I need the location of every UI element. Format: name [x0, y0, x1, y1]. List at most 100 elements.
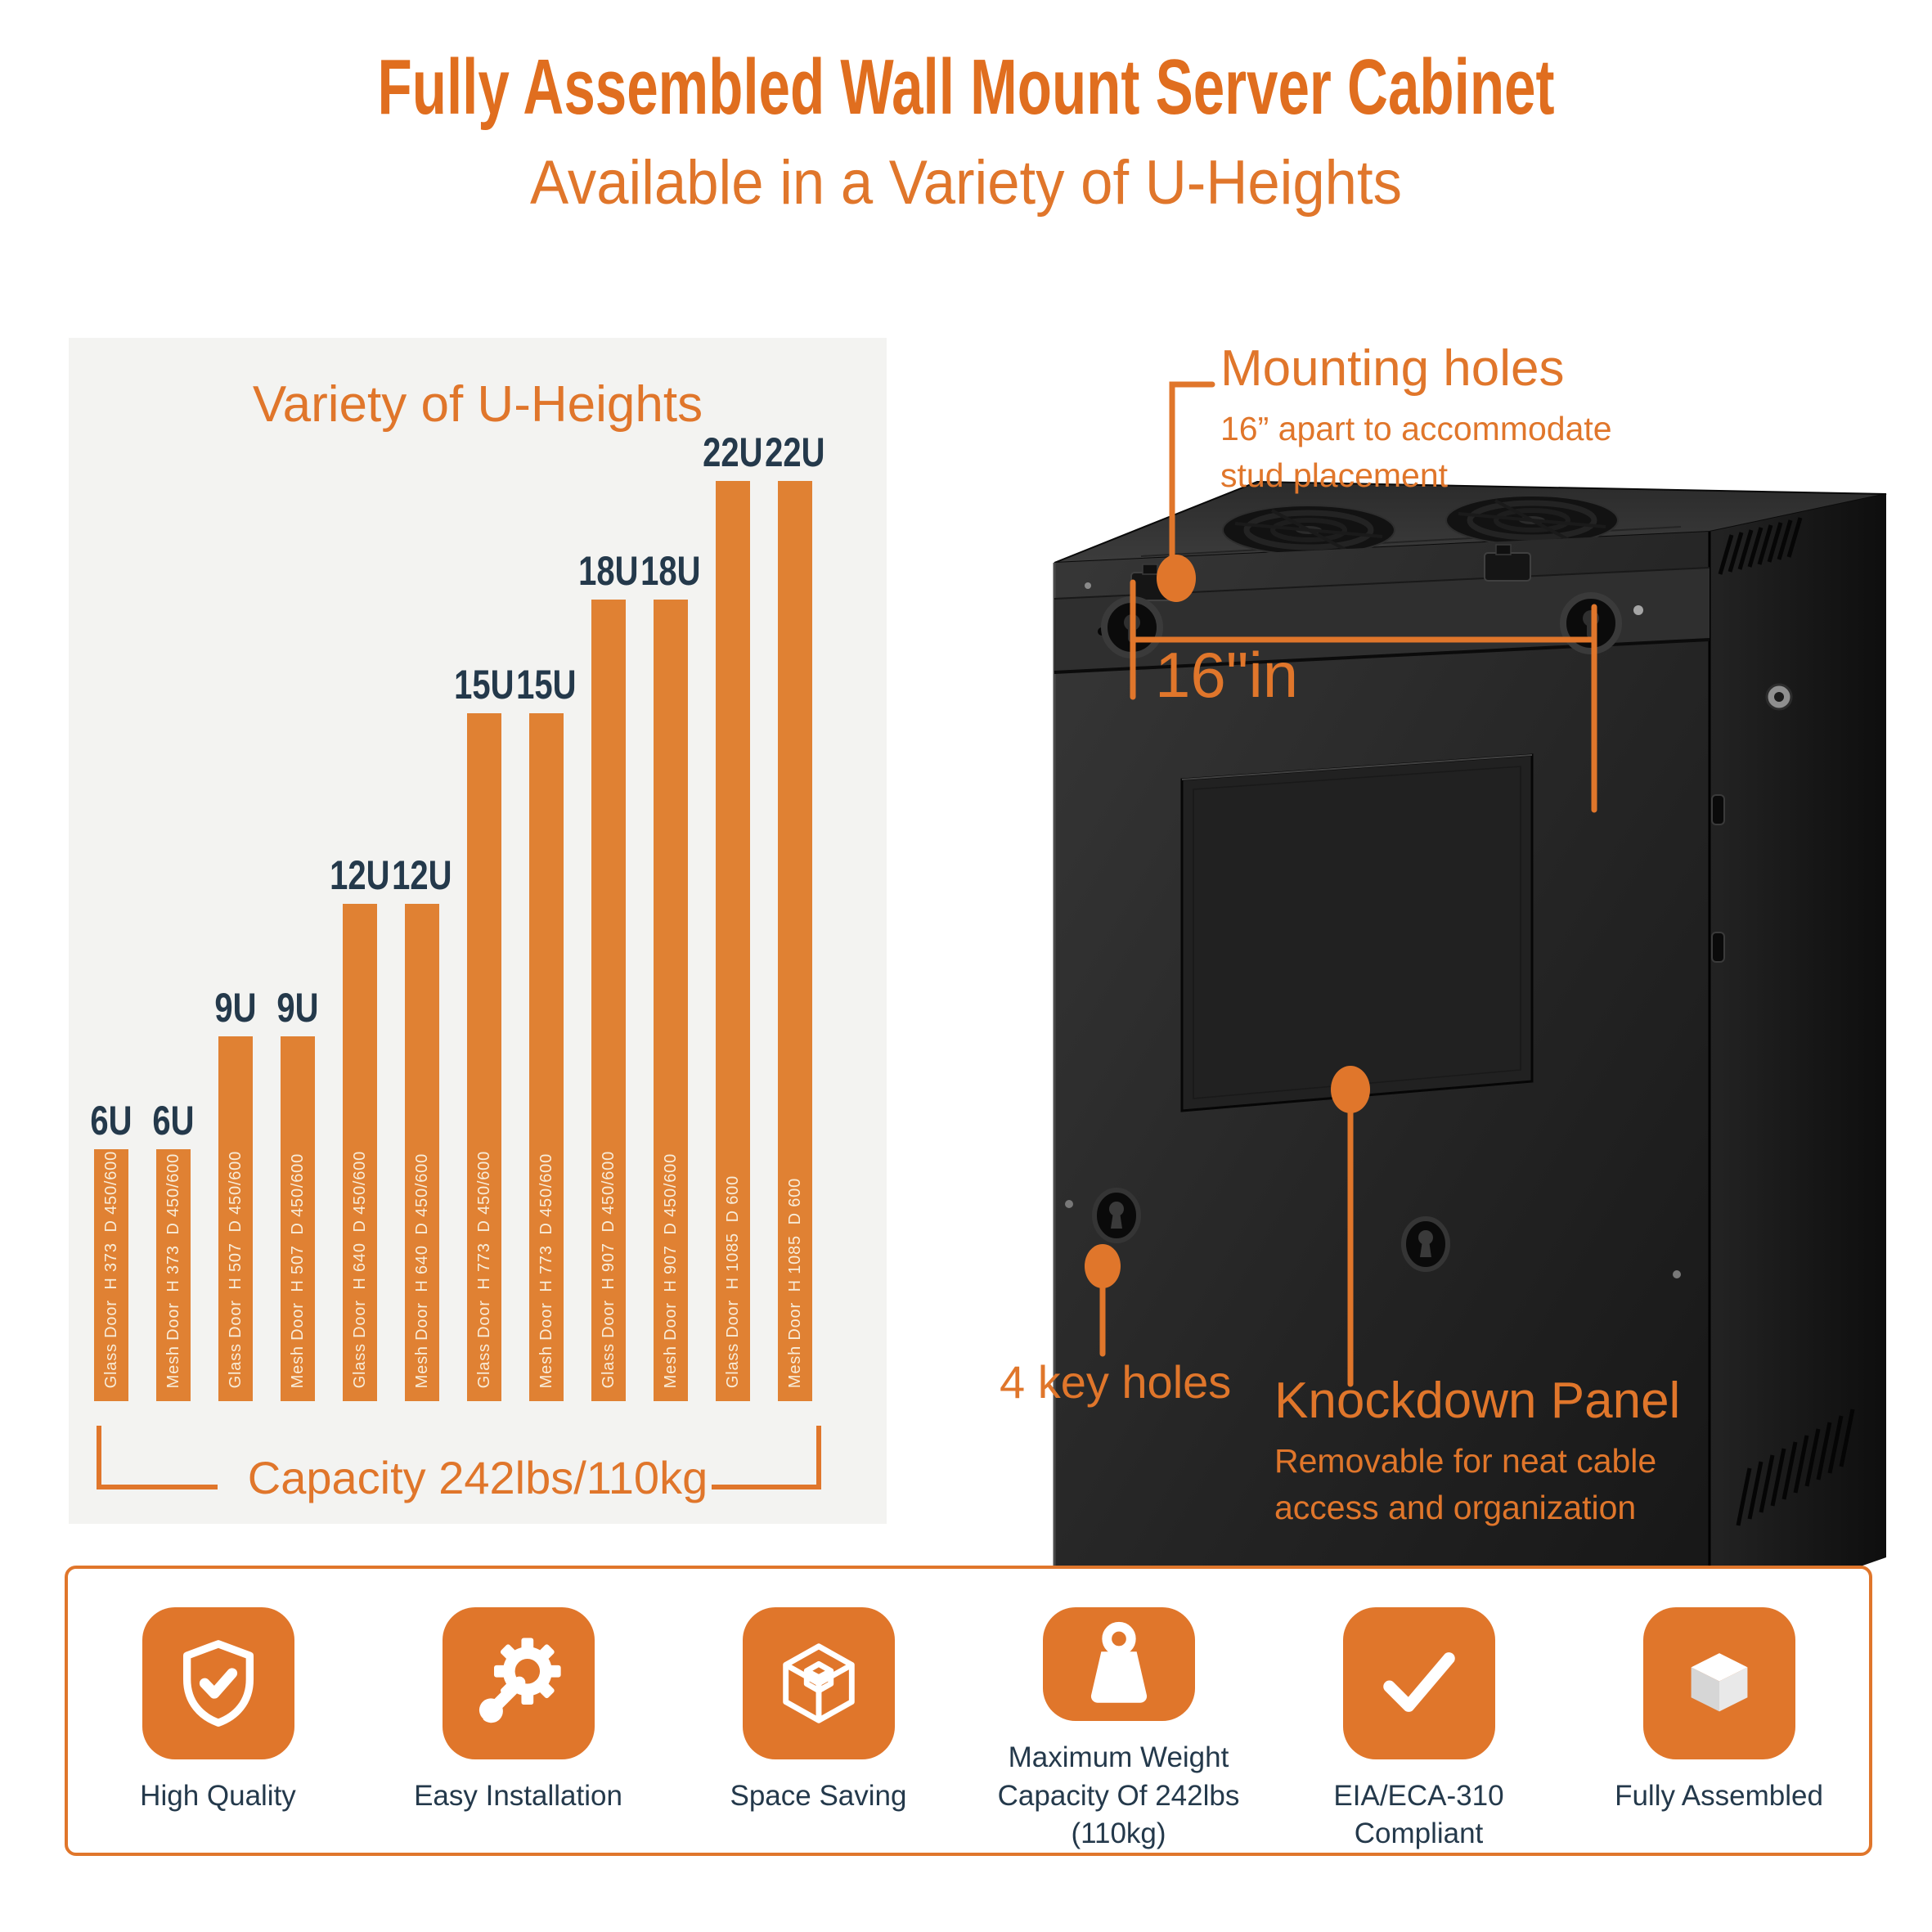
bar-item: 18U Glass Door H 907 D 450/600 [578, 550, 639, 1401]
bar-spec-label: Glass Door H 640 D 450/600 [351, 1150, 369, 1388]
knockdown-panel-title: Knockdown Panel [1274, 1373, 1681, 1429]
bar-item: 12U Glass Door H 640 D 450/600 [330, 855, 390, 1401]
chart-title: Variety of U-Heights [252, 376, 703, 433]
checkmark-icon [1342, 1607, 1495, 1759]
cube-wireframe-icon [742, 1607, 895, 1759]
keyholes-dot [1085, 1244, 1121, 1288]
side-latch-lower [1711, 932, 1725, 963]
side-lock [1765, 683, 1793, 711]
bar-uheight-label: 12U [392, 852, 452, 898]
annotation-lines [1085, 381, 1597, 1387]
bar-uheight-label: 15U [454, 662, 514, 708]
bar-spec-label: Mesh Door H 1085 D 600 [786, 1177, 804, 1388]
page-title: Fully Assembled Wall Mount Server Cabine… [377, 43, 1555, 131]
bar: Glass Door H 907 D 450/600 [591, 600, 626, 1401]
bar-chart: 6U Glass Door H 373 D 450/600 6U Mesh Door … [90, 432, 825, 1401]
bar-uheight-label: 9U [276, 985, 319, 1031]
cabinet-side-face [1710, 494, 1886, 1620]
bar: Glass Door H 507 D 450/600 [218, 1036, 253, 1401]
screw-dot [1065, 1200, 1073, 1208]
bar: Mesh Door H 1085 D 600 [778, 481, 812, 1401]
feature-label: Easy Installation [414, 1780, 622, 1812]
bar: Glass Door H 1085 D 600 [716, 481, 750, 1401]
mounting-holes-title: Mounting holes [1220, 340, 1565, 397]
screw-dot [1673, 1270, 1681, 1278]
weight-icon [1042, 1607, 1195, 1722]
knockdown-dot [1331, 1066, 1370, 1113]
bar-item: 18U Mesh Door H 907 D 450/600 [640, 550, 701, 1401]
uheights-chart-panel: Variety of U-Heights 6U Glass Door H 373 … [69, 338, 887, 1524]
fan-grille-right [1445, 495, 1619, 546]
feature-item: High Quality [68, 1569, 368, 1853]
capacity-label: Capacity 242lbs/110kg [247, 1452, 708, 1503]
side-latch-upper [1711, 794, 1725, 825]
knockdown-desc-line1: Removable for neat cable [1274, 1442, 1657, 1480]
bar-uheight-label: 15U [516, 662, 577, 708]
mounting-holes-annotation: Mounting holes 16” apart to accommodate … [1220, 344, 1612, 498]
feature-label: Space Saving [730, 1780, 907, 1812]
mounting-connector-line [1169, 381, 1215, 567]
bar: Mesh Door H 373 D 450/600 [156, 1149, 191, 1401]
feature-item: Space Saving [668, 1569, 968, 1853]
bar-spec-label: Glass Door H 373 D 450/600 [102, 1150, 120, 1388]
page-subtitle: Available in a Variety of U-Heights [530, 148, 1402, 218]
bar: Glass Door H 640 D 450/600 [343, 904, 377, 1401]
bar-uheight-label: 18U [578, 548, 639, 594]
feature-item: Easy Installation [368, 1569, 668, 1853]
bar-spec-label: Glass Door H 507 D 450/600 [227, 1150, 245, 1388]
server-cabinet-illustration [1053, 480, 1887, 1690]
bar: Mesh Door H 640 D 450/600 [405, 904, 439, 1401]
bar-item: 22U Mesh Door H 1085 D 600 [765, 432, 825, 1401]
bar-spec-label: Glass Door H 907 D 450/600 [600, 1150, 618, 1388]
bar-item: 12U Mesh Door H 640 D 450/600 [392, 855, 452, 1401]
bar-uheight-label: 22U [765, 429, 825, 475]
bar-spec-label: Mesh Door H 373 D 450/600 [164, 1152, 182, 1388]
bar-spec-label: Mesh Door H 907 D 450/600 [662, 1152, 680, 1388]
assembled-box-icon [1642, 1607, 1795, 1759]
bar-uheight-label: 22U [703, 429, 763, 475]
shield-check-icon [142, 1607, 294, 1759]
dimension-label: 16"in [1155, 639, 1299, 711]
bar-item: 15U Glass Door H 773 D 450/600 [454, 664, 514, 1401]
bar-uheight-label: 6U [152, 1098, 195, 1143]
knockdown-panel [1180, 753, 1534, 1112]
bar-uheight-label: 6U [90, 1098, 133, 1143]
feature-item: Fully Assembled [1569, 1569, 1869, 1853]
mount-keyhole-bottom-right [1401, 1216, 1450, 1272]
side-vents-bottom [1736, 1409, 1855, 1526]
knockdown-panel-annotation: Knockdown Panel Removable for neat cable… [1274, 1376, 1680, 1530]
mount-keyhole-bottom-left [1092, 1188, 1141, 1243]
bar-item: 9U Mesh Door H 507 D 450/600 [276, 987, 319, 1401]
bar-uheight-label: 18U [640, 548, 701, 594]
feature-label: Maximum Weight Capacity Of 242lbs (110kg… [997, 1741, 1240, 1849]
bar-spec-label: Glass Door H 1085 D 600 [724, 1175, 742, 1388]
mounting-holes-desc-line1: 16” apart to accommodate [1220, 410, 1612, 447]
bar: Glass Door H 373 D 450/600 [94, 1149, 128, 1401]
bar-spec-label: Mesh Door H 773 D 450/600 [537, 1152, 555, 1388]
capacity-bracket-right [712, 1426, 821, 1489]
bar-item: 6U Mesh Door H 373 D 450/600 [152, 1100, 195, 1401]
bar-spec-label: Mesh Door H 507 D 450/600 [289, 1152, 307, 1388]
mounting-holes-desc-line2: stud placement [1220, 456, 1449, 494]
bar-item: 6U Glass Door H 373 D 450/600 [90, 1100, 133, 1401]
feature-item: EIA/ECA-310 Compliant [1269, 1569, 1569, 1853]
feature-item: Maximum Weight Capacity Of 242lbs (110kg… [968, 1569, 1269, 1853]
bar-uheight-label: 12U [330, 852, 390, 898]
bar-item: 9U Glass Door H 507 D 450/600 [214, 987, 257, 1401]
feature-label: EIA/ECA-310 Compliant [1333, 1779, 1504, 1849]
wrench-gear-icon [442, 1607, 595, 1759]
features-strip: High Quality Easy Installation Space Savin… [65, 1566, 1872, 1856]
features-row: High Quality Easy Installation Space Savin… [68, 1569, 1869, 1853]
capacity-bracket-left [97, 1426, 218, 1489]
feature-label: High Quality [140, 1780, 296, 1812]
bar-item: 15U Mesh Door H 773 D 450/600 [516, 664, 577, 1401]
screw-dot [1633, 605, 1643, 615]
bar: Mesh Door H 507 D 450/600 [281, 1036, 315, 1401]
bar-spec-label: Mesh Door H 640 D 450/600 [413, 1152, 431, 1388]
header: Fully Assembled Wall Mount Server Cabine… [0, 43, 1932, 218]
bar-item: 22U Glass Door H 1085 D 600 [703, 432, 763, 1401]
bar-spec-label: Glass Door H 773 D 450/600 [475, 1150, 493, 1388]
keyholes-label: 4 key holes [1000, 1356, 1232, 1408]
bar: Mesh Door H 773 D 450/600 [529, 713, 564, 1401]
